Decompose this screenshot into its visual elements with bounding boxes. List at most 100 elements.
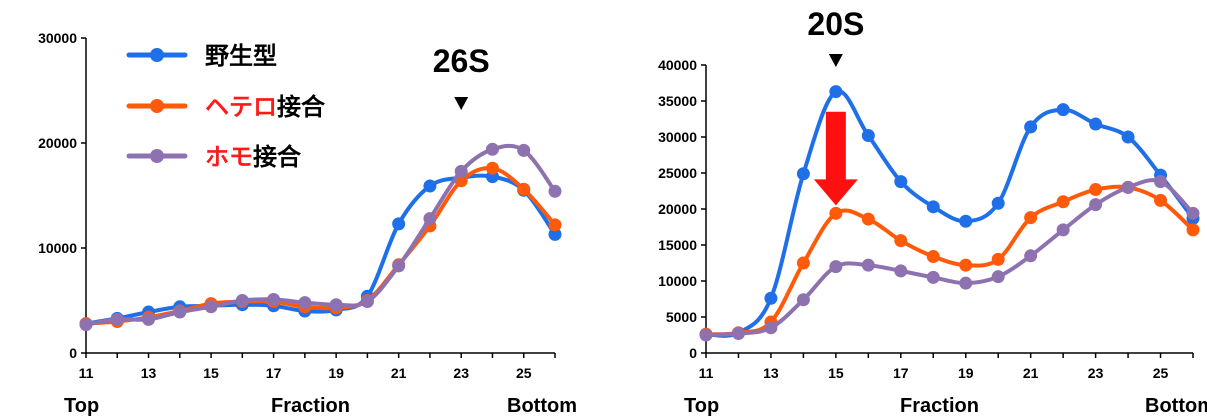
data-point-hetero	[1186, 223, 1200, 237]
y-tick-label: 25000	[658, 165, 697, 181]
data-point-wild_type	[861, 129, 875, 143]
data-point-homo	[392, 259, 406, 273]
data-point-homo	[796, 293, 810, 307]
data-point-hetero	[548, 218, 562, 232]
data-point-homo	[298, 296, 312, 310]
data-point-homo	[267, 292, 281, 306]
data-point-homo	[548, 184, 562, 198]
data-point-wild_type	[926, 200, 940, 214]
data-point-homo	[1186, 206, 1200, 220]
data-point-wild_type	[1121, 130, 1135, 144]
data-point-hetero	[517, 182, 531, 196]
x-tick-label: 15	[828, 365, 844, 381]
y-tick-label: 15000	[658, 237, 697, 253]
x-tick-label: 13	[141, 365, 157, 381]
x-axis-top-label: Top	[684, 395, 719, 417]
data-point-homo	[991, 270, 1005, 284]
data-point-wild_type	[894, 175, 908, 189]
legend-label-part: ヘテロ	[205, 93, 277, 121]
data-point-homo	[829, 260, 843, 274]
x-tick-label: 11	[79, 365, 94, 381]
x-tick-label: 19	[958, 365, 974, 381]
data-point-hetero	[796, 256, 810, 270]
y-tick-label: 30000	[658, 129, 697, 145]
data-point-wild_type	[1089, 117, 1103, 131]
series-line-hetero	[84, 165, 557, 326]
data-point-hetero	[485, 161, 499, 175]
y-tick-label: 20000	[38, 135, 77, 151]
data-point-wild_type	[392, 217, 406, 231]
data-point-hetero	[991, 252, 1005, 266]
data-point-wild_type	[764, 291, 778, 305]
data-point-homo	[926, 270, 940, 284]
legend-label-homo: ホモ接合	[205, 143, 302, 171]
data-point-wild_type	[829, 85, 843, 99]
data-point-homo	[764, 321, 778, 335]
x-tick-label: 25	[1153, 365, 1169, 381]
data-point-homo	[517, 143, 531, 157]
legend-label-wild_type: 野生型	[205, 42, 277, 70]
legend-marker-hetero	[150, 99, 164, 113]
series-line-wild_type	[84, 173, 557, 326]
data-point-homo	[485, 142, 499, 156]
data-point-homo	[79, 318, 93, 332]
peak-label-20S: 20S	[807, 6, 864, 42]
data-point-homo	[699, 328, 713, 342]
x-tick-label: 21	[1023, 365, 1039, 381]
x-tick-label: 23	[453, 365, 469, 381]
chart-2: 0 5000 10000 15000 20000 25000 30000 35000 40000…	[658, 6, 1207, 417]
data-point-homo	[1089, 198, 1103, 212]
data-point-hetero	[959, 258, 973, 272]
data-point-homo	[142, 312, 156, 326]
data-point-homo	[423, 212, 437, 226]
data-point-homo	[173, 305, 187, 319]
reduction-arrow	[813, 111, 858, 206]
legend-label-part: 接合	[277, 93, 326, 121]
x-tick-label: 17	[893, 365, 909, 381]
data-point-homo	[204, 300, 218, 314]
data-point-hetero	[1024, 211, 1038, 225]
x-tick-label: 21	[391, 365, 407, 381]
y-tick-label: 40000	[658, 57, 697, 73]
x-axis-title: Fraction	[271, 395, 350, 417]
data-point-wild_type	[1056, 103, 1070, 117]
data-point-wild_type	[548, 227, 562, 241]
y-tick-label: 0	[689, 345, 697, 361]
peak-marker-triangle	[454, 97, 469, 110]
peak-label-26S: 26S	[433, 43, 490, 79]
x-tick-label: 15	[203, 365, 219, 381]
data-point-wild_type	[796, 167, 810, 181]
y-tick-label: 0	[69, 345, 77, 361]
y-tick-label: 10000	[38, 240, 77, 256]
peak-marker-triangle	[828, 54, 843, 67]
x-tick-label: 17	[266, 365, 282, 381]
data-point-homo	[1024, 249, 1038, 263]
data-point-wild_type	[991, 196, 1005, 210]
data-point-homo	[110, 312, 124, 326]
data-point-homo	[360, 295, 374, 309]
legend-label-part: 野生型	[205, 42, 277, 70]
legend-label-hetero: ヘテロ接合	[205, 93, 326, 121]
legend-label-part: 接合	[253, 143, 302, 171]
data-point-homo	[454, 164, 468, 178]
y-tick-label: 5000	[666, 309, 697, 325]
data-point-hetero	[1056, 195, 1070, 209]
y-tick-label: 20000	[658, 201, 697, 217]
legend-marker-wild_type	[150, 48, 164, 62]
series-line-wild_type	[704, 88, 1195, 338]
series-line-hetero	[704, 184, 1195, 337]
data-point-wild_type	[959, 214, 973, 228]
data-point-homo	[731, 327, 745, 341]
data-point-homo	[861, 258, 875, 272]
data-point-hetero	[1089, 183, 1103, 197]
data-point-homo	[1121, 180, 1135, 194]
data-point-homo	[894, 264, 908, 278]
x-axis-title: Fraction	[900, 395, 979, 417]
x-axis-top-label: Top	[64, 395, 99, 417]
legend-marker-homo	[150, 149, 164, 163]
x-axis-bottom-label: Bottom	[1145, 395, 1207, 417]
legend-label-part: ホモ	[205, 143, 253, 171]
data-point-wild_type	[1024, 120, 1038, 134]
